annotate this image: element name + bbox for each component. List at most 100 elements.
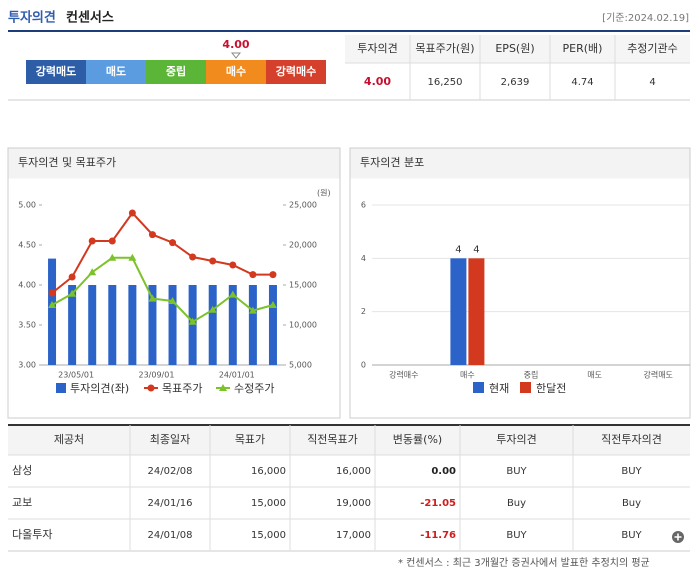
point <box>48 289 56 297</box>
bar <box>208 285 217 365</box>
rating-score: 4.00 <box>222 38 249 51</box>
panel <box>7 147 341 419</box>
legend-swatch <box>520 382 531 393</box>
data-label: 4 <box>473 244 479 255</box>
x-tick-label: 매수 <box>460 371 475 380</box>
subtitle: 컨센서스 <box>66 10 114 26</box>
bar <box>228 285 237 365</box>
y-tick-label: 5.00 <box>18 201 36 210</box>
point <box>208 305 217 313</box>
table-header-bg <box>8 425 690 455</box>
table-cell: -21.05 <box>420 498 456 509</box>
panel-header <box>350 148 690 179</box>
legend-swatch <box>56 383 66 393</box>
chart-title: 투자의견 및 목표주가 <box>18 156 116 169</box>
table-header: 직전투자의견 <box>601 433 662 446</box>
x-tick-label: 23/05/01 <box>58 371 94 380</box>
point <box>248 306 257 314</box>
x-tick-label: 24/01/01 <box>219 371 255 380</box>
rating-marker <box>230 52 242 59</box>
y-tick-label: 4 <box>361 254 366 263</box>
table-cell: 16,000 <box>336 466 371 477</box>
legend-swatch <box>219 384 227 391</box>
x-tick-label: 강력매수 <box>389 370 418 380</box>
summary-header: PER(배) <box>563 42 603 55</box>
table-cell: BUY <box>506 466 527 477</box>
x-tick-label: 중립 <box>524 371 539 380</box>
y2-tick-label: 15,000 <box>289 281 317 290</box>
rating-label: 매수 <box>226 64 246 78</box>
legend-swatch <box>147 384 155 392</box>
data-label: 4 <box>455 244 461 255</box>
legend-label: 목표주가 <box>162 382 202 395</box>
rating-segment <box>266 60 326 84</box>
rating-label: 강력매도 <box>36 64 76 78</box>
point <box>188 317 197 325</box>
rating-segment <box>86 60 146 84</box>
y-tick-label: 4.00 <box>18 281 36 290</box>
summary-value: 16,250 <box>428 77 463 88</box>
y-tick-label: 2 <box>361 307 366 316</box>
table-cell: Buy <box>507 498 526 509</box>
summary-value: 4.00 <box>364 75 391 88</box>
y2-unit: (원) <box>317 189 331 198</box>
summary-value: 2,639 <box>501 77 530 88</box>
bar <box>168 285 177 365</box>
point <box>88 268 97 276</box>
table-cell: BUY <box>621 466 642 477</box>
point <box>229 261 237 269</box>
point <box>88 237 96 245</box>
table-header: 제공처 <box>54 433 84 446</box>
rating-label: 매도 <box>106 64 126 78</box>
legend-label: 투자의견(좌) <box>70 382 129 395</box>
point <box>189 253 197 261</box>
y2-tick-label: 25,000 <box>289 201 317 210</box>
rating-label: 중립 <box>166 65 186 78</box>
bar <box>248 285 257 365</box>
summary-header: 추정기관수 <box>627 42 678 55</box>
table-cell: 24/01/16 <box>148 498 193 509</box>
summary-header: 투자의견 <box>357 42 397 55</box>
table-cell: 17,000 <box>336 530 371 541</box>
point <box>209 257 217 265</box>
y-tick-label: 6 <box>361 201 366 210</box>
table-header-bg <box>345 35 690 63</box>
table-cell: -11.76 <box>420 530 456 541</box>
point <box>128 209 136 217</box>
table-cell: 삼성 <box>12 464 32 477</box>
table-cell: 24/02/08 <box>148 466 193 477</box>
table-cell: 16,000 <box>251 466 286 477</box>
y-tick-label: 3.50 <box>18 321 36 330</box>
point <box>268 301 277 308</box>
table-cell: 교보 <box>12 496 32 509</box>
bar <box>48 258 57 365</box>
table-cell: 24/01/08 <box>148 530 193 541</box>
bar <box>108 285 117 365</box>
rating-segment <box>26 60 86 84</box>
bar <box>450 258 467 365</box>
expand-icon[interactable] <box>674 533 682 541</box>
panel-header <box>8 148 340 179</box>
table-cell: Buy <box>622 498 641 509</box>
bar <box>88 285 97 365</box>
table-cell: 0.00 <box>431 466 456 477</box>
point <box>168 297 177 304</box>
summary-header: 목표주가(원) <box>415 42 474 55</box>
point <box>249 271 257 279</box>
rating-label: 강력매수 <box>276 64 316 78</box>
chart-title: 투자의견 분포 <box>360 156 424 169</box>
table-header: 목표가 <box>235 433 265 446</box>
date: [기준:2024.02.19] <box>602 12 689 24</box>
point <box>68 273 76 281</box>
y-tick-label: 3.00 <box>18 361 36 370</box>
y-tick-label: 0 <box>361 361 366 370</box>
y2-tick-label: 5,000 <box>289 361 312 370</box>
x-tick-label: 강력매도 <box>643 370 672 380</box>
y-tick-label: 4.50 <box>18 241 36 250</box>
y2-tick-label: 20,000 <box>289 241 317 250</box>
point <box>128 253 137 261</box>
title: 투자의견 <box>8 10 56 26</box>
table-header: 변동률(%) <box>393 433 442 446</box>
